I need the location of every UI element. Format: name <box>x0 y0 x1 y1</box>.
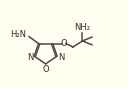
Text: H₂N: H₂N <box>10 30 26 39</box>
Text: N: N <box>27 53 33 62</box>
Text: O: O <box>42 65 49 74</box>
Text: O: O <box>60 39 67 48</box>
Text: NH₂: NH₂ <box>74 23 90 32</box>
Text: N: N <box>58 53 65 62</box>
